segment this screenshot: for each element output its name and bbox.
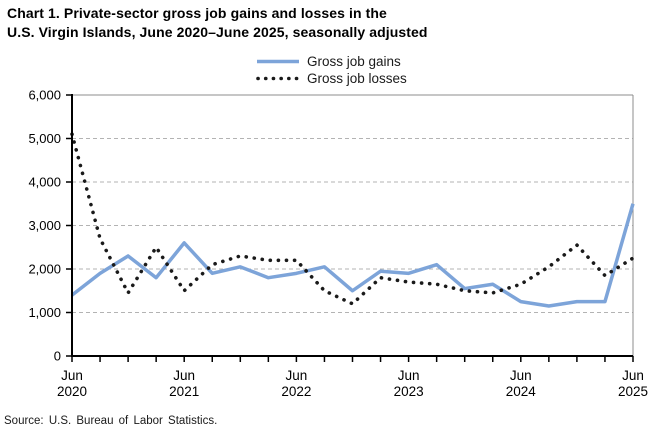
source-note: Source: U.S. Bureau of Labor Statistics.: [4, 415, 218, 427]
y-axis-tick-label: 2,000: [28, 262, 61, 277]
legend-item-gains: Gross job gains: [255, 53, 407, 70]
gains-line-swatch-icon: [257, 59, 299, 64]
y-axis-tick-label: 1,000: [28, 305, 61, 320]
losses-line: [70, 132, 635, 306]
x-axis-year-label: 2022: [281, 384, 311, 399]
legend-label-gains: Gross job gains: [307, 54, 401, 69]
gains-line: [70, 203, 635, 308]
y-axis-tick-label: 6,000: [28, 88, 61, 103]
x-axis-month-label: Jun: [622, 368, 644, 383]
x-axis-month-label: Jun: [61, 368, 83, 383]
losses-line-swatch-icon: [256, 76, 301, 81]
y-axis-tick-label: 3,000: [28, 218, 61, 233]
legend-item-losses: Gross job losses: [255, 70, 407, 87]
legend-label-losses: Gross job losses: [307, 71, 407, 86]
chart-title: Chart 1. Private-sector gross job gains …: [7, 4, 428, 42]
x-axis-month-label: Jun: [286, 368, 308, 383]
x-axis-year-label: 2023: [394, 384, 424, 399]
x-axis-year-label: 2020: [57, 384, 87, 399]
y-axis-tick-label: 4,000: [28, 175, 61, 190]
x-axis-year-label: 2021: [169, 384, 199, 399]
x-axis-year-label: 2025: [618, 384, 648, 399]
x-axis-year-label: 2024: [506, 384, 537, 399]
x-axis-month-label: Jun: [173, 368, 195, 383]
y-axis-tick-label: 5,000: [28, 131, 61, 146]
x-axis-month-label: Jun: [510, 368, 532, 383]
y-axis-tick-label: 0: [54, 349, 61, 364]
chart-title-line1: Chart 1. Private-sector gross job gains …: [7, 5, 387, 21]
legend: Gross job gains Gross job losses: [255, 53, 407, 87]
x-axis-month-label: Jun: [398, 368, 420, 383]
chart-title-line2: U.S. Virgin Islands, June 2020–June 2025…: [7, 24, 428, 40]
